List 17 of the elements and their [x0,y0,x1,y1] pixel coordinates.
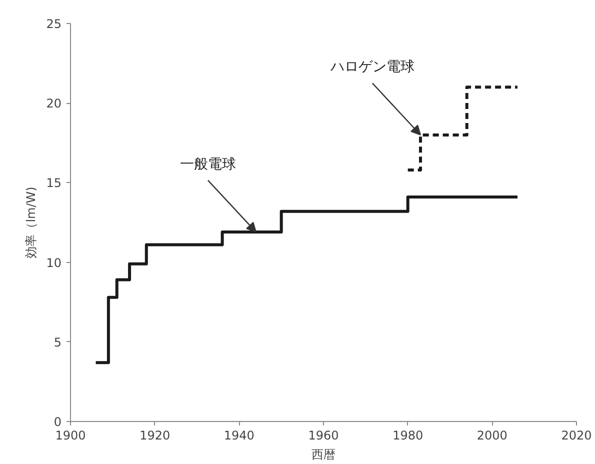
x-tick-label: 1920 [140,428,170,442]
x-tick-label: 1980 [392,428,424,442]
y-tick-label: 10 [46,256,62,270]
x-tick-label: 1940 [224,428,254,442]
annotation: ハロゲン電球 [329,59,414,76]
y-tick-label: 25 [46,17,62,31]
y-tick-label: 15 [46,176,62,190]
x-axis-title: 西暦 [312,448,336,462]
y-tick-label: 0 [54,415,62,429]
x-tick-label: 2020 [561,428,592,442]
y-axis-title: 効率（lm/W) [24,186,38,258]
y-tick-label: 5 [54,335,62,350]
x-tick-label: 1960 [308,428,339,442]
x-tick-label: 2000 [476,428,508,442]
annotation: 一般電球 [180,156,236,172]
x-tick-label: 1900 [55,428,86,442]
y-tick-label: 20 [46,96,62,111]
